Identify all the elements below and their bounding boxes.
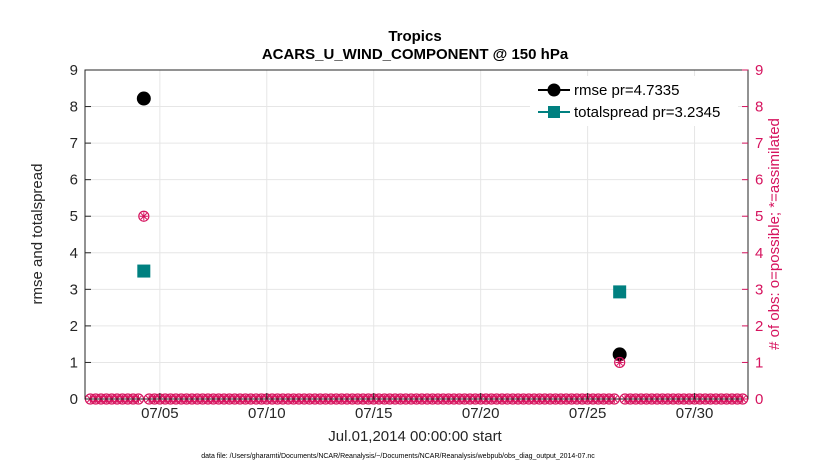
x-tick-label: 07/20 — [462, 405, 500, 422]
obs-star — [139, 212, 148, 221]
chart-title: Tropics — [388, 28, 441, 45]
legend: rmse pr=4.7335 totalspread pr=3.2345 — [530, 76, 738, 126]
y-tick-label-left: 4 — [70, 245, 78, 262]
plot-area-frame — [84, 69, 749, 400]
y-tick-label-right: 8 — [755, 99, 763, 116]
legend-rmse-label: rmse pr=4.7335 — [574, 82, 679, 99]
x-tick-label: 07/15 — [355, 405, 393, 422]
y-tick-label-left: 6 — [70, 172, 78, 189]
y-tick-label-left: 0 — [70, 391, 78, 408]
y-tick-label-left: 5 — [70, 208, 78, 225]
data-file-footnote: data file: /Users/gharamti/Documents/NCA… — [201, 453, 595, 460]
y-tick-label-right: 1 — [755, 354, 763, 371]
axis-ticks: 0 0 1 1 2 2 3 3 4 4 5 5 6 6 7 7 8 8 9 9 07/05 07/10 07/15 07/20… — [70, 62, 764, 422]
y-tick-label-left: 7 — [70, 135, 78, 152]
x-tick-label: 07/05 — [141, 405, 179, 422]
y-tick-label-right: 6 — [755, 172, 763, 189]
y-tick-label-right: 4 — [755, 245, 763, 262]
obs-circle — [138, 210, 150, 222]
x-tick-label: 07/10 — [248, 405, 286, 422]
rmse-point — [136, 91, 151, 106]
y-axis-label-left: rmse and totalspread — [29, 164, 46, 305]
y-tick-label-left: 2 — [70, 318, 78, 335]
y-tick-label-left: 9 — [70, 62, 78, 79]
y-tick-label-right: 2 — [755, 318, 763, 335]
obs-count-point — [138, 210, 150, 222]
x-tick-label: 07/25 — [569, 405, 607, 422]
legend-totalspread-label: totalspread pr=3.2345 — [574, 104, 720, 121]
y-tick-label-right: 9 — [755, 62, 763, 79]
legend-totalspread-marker — [548, 106, 560, 118]
y-tick-label-right: 3 — [755, 281, 763, 298]
y-tick-label-right: 7 — [755, 135, 763, 152]
totalspread-point — [137, 264, 151, 278]
y-tick-label-left: 1 — [70, 354, 78, 371]
data-markers — [136, 91, 627, 369]
totalspread-point — [613, 285, 627, 299]
x-axis-label: Jul.01,2014 00:00:00 start — [328, 428, 502, 445]
y-axis-label-right: # of obs: o=possible; *=assimilated — [766, 118, 783, 350]
grid — [85, 69, 748, 400]
x-tick-label: 07/30 — [676, 405, 714, 422]
y-tick-label-left: 3 — [70, 281, 78, 298]
obs-count-point — [614, 356, 626, 369]
y-tick-label-right: 5 — [755, 208, 763, 225]
legend-box — [530, 76, 738, 126]
y-tick-label-right: 0 — [755, 391, 763, 408]
obs-circle — [614, 356, 626, 369]
chart-subtitle: ACARS_U_WIND_COMPONENT @ 150 hPa — [262, 46, 569, 63]
legend-rmse-marker — [547, 83, 561, 97]
obs-star — [615, 358, 624, 367]
y-tick-label-left: 8 — [70, 99, 78, 116]
